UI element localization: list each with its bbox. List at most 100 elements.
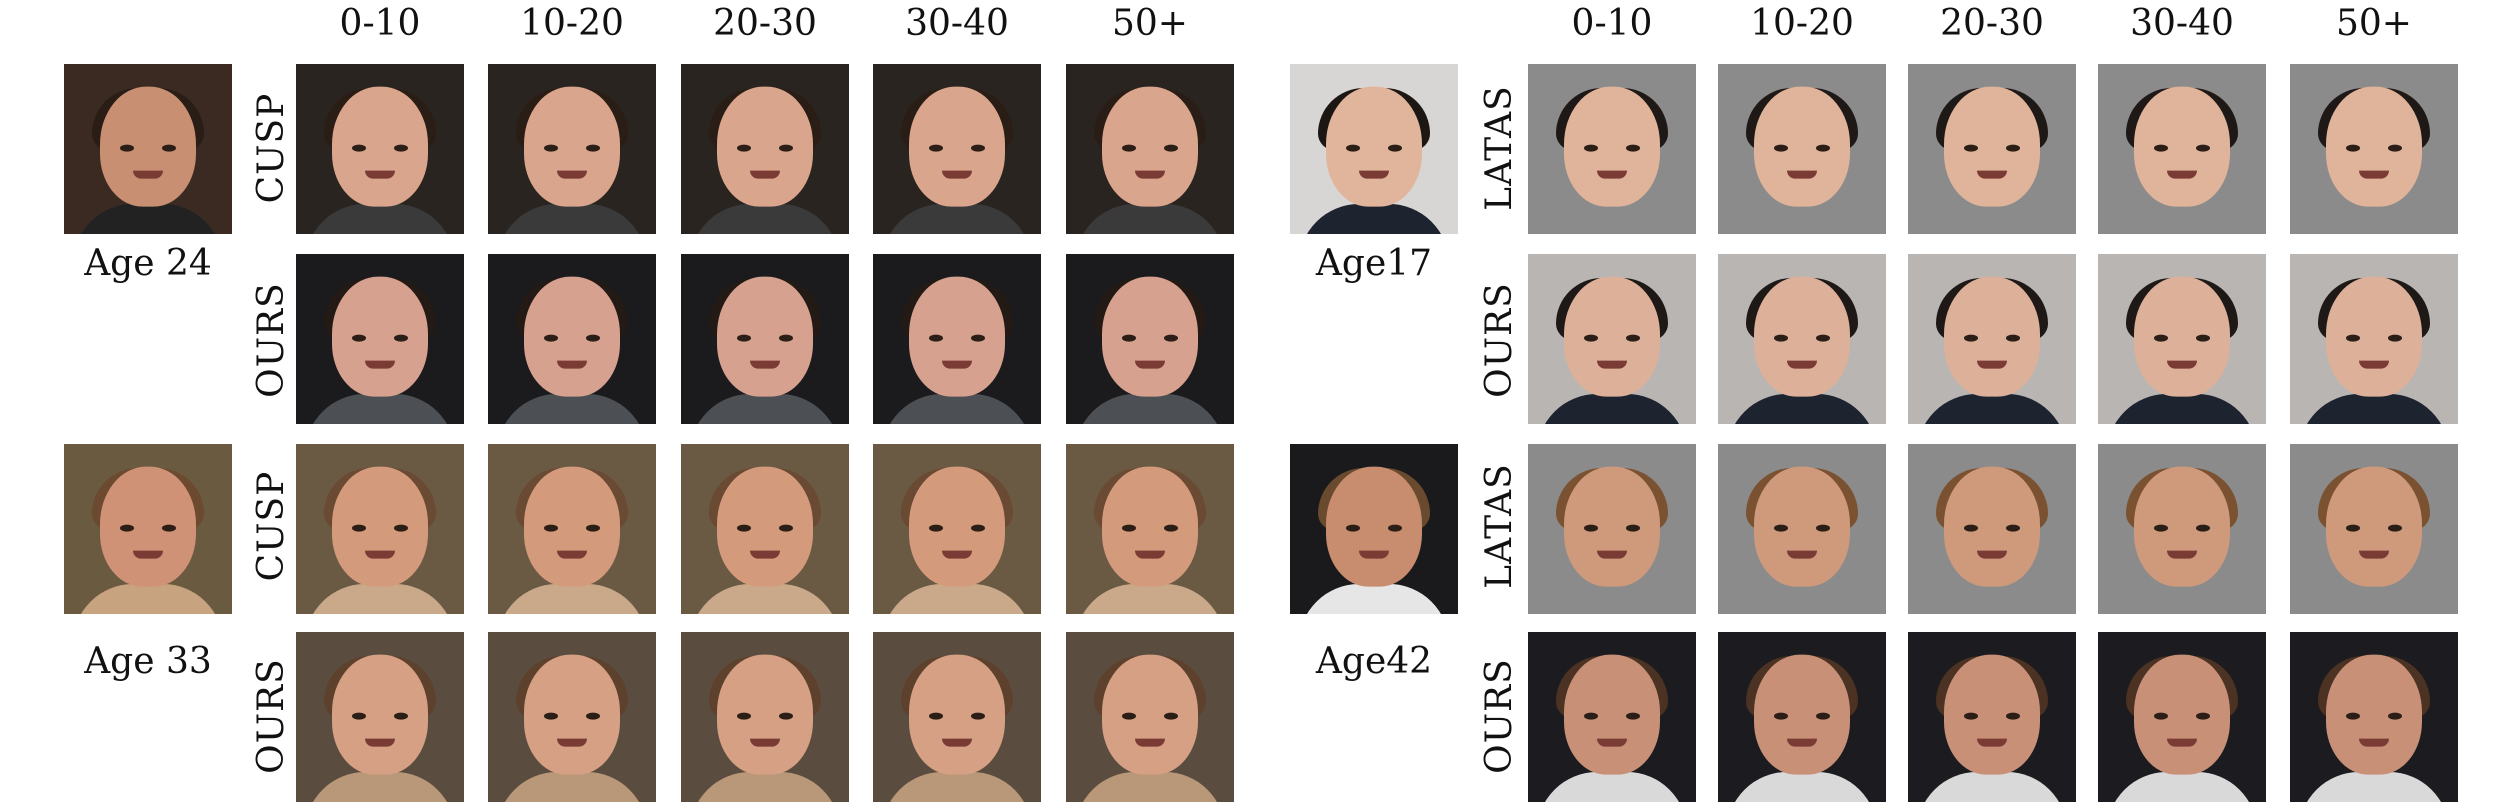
mouth <box>1787 550 1817 559</box>
eyes <box>2154 712 2210 720</box>
shoulders <box>305 204 455 234</box>
face <box>1102 466 1198 587</box>
eyes <box>544 712 600 720</box>
face <box>1326 86 1422 207</box>
aged-face-image <box>681 64 849 234</box>
eyes <box>2154 334 2210 342</box>
aged-face-image <box>1066 632 1234 802</box>
input-face-image <box>1290 64 1458 234</box>
eyes <box>1346 144 1402 152</box>
face <box>2134 276 2230 397</box>
eyes <box>1584 524 1640 532</box>
shoulders <box>2299 204 2449 234</box>
mouth <box>1135 170 1165 179</box>
mouth <box>133 550 163 559</box>
shoulders <box>882 584 1032 614</box>
eyes <box>1774 144 1830 152</box>
column-header: 0-10 <box>1571 3 1653 44</box>
mouth <box>2167 170 2197 179</box>
aged-face-image <box>2290 632 2458 802</box>
mouth <box>750 170 780 179</box>
mouth <box>1359 170 1389 179</box>
face <box>717 86 813 207</box>
mouth <box>1787 360 1817 369</box>
mouth <box>942 170 972 179</box>
aged-face-image <box>2290 64 2458 234</box>
eyes <box>1122 712 1178 720</box>
eyes <box>352 144 408 152</box>
eyes <box>2346 712 2402 720</box>
mouth <box>1977 550 2007 559</box>
shoulders <box>1299 204 1449 234</box>
mouth <box>557 170 587 179</box>
shoulders <box>2107 584 2257 614</box>
eyes <box>929 334 985 342</box>
eyes <box>352 712 408 720</box>
column-header: 50+ <box>1112 3 1188 44</box>
mouth <box>2359 170 2389 179</box>
shoulders <box>497 772 647 802</box>
aged-face-image <box>488 632 656 802</box>
face <box>909 466 1005 587</box>
face <box>332 86 428 207</box>
row-method-label: LATAS <box>1479 463 1520 589</box>
face <box>1564 466 1660 587</box>
eyes <box>544 524 600 532</box>
face <box>909 86 1005 207</box>
face <box>2134 86 2230 207</box>
aged-face-image <box>296 254 464 424</box>
row-method-label: OURS <box>251 658 292 774</box>
shoulders <box>1075 584 1225 614</box>
aged-face-image <box>1718 632 1886 802</box>
eyes <box>544 334 600 342</box>
mouth <box>1977 360 2007 369</box>
face <box>2326 86 2422 207</box>
eyes <box>2154 524 2210 532</box>
row-method-label: OURS <box>251 282 292 398</box>
face <box>2134 654 2230 775</box>
aged-face-image <box>681 632 849 802</box>
eyes <box>1122 524 1178 532</box>
face <box>1754 86 1850 207</box>
mouth <box>557 738 587 747</box>
aged-face-image <box>873 632 1041 802</box>
face <box>1754 276 1850 397</box>
eyes <box>1122 144 1178 152</box>
shoulders <box>1537 394 1687 424</box>
shoulders <box>2107 394 2257 424</box>
face <box>1102 86 1198 207</box>
mouth <box>2167 360 2197 369</box>
shoulders <box>305 584 455 614</box>
shoulders <box>2299 394 2449 424</box>
face <box>332 654 428 775</box>
eyes <box>120 524 176 532</box>
row-method-label: CUSP <box>251 470 292 582</box>
eyes <box>544 144 600 152</box>
face <box>524 276 620 397</box>
shoulders <box>690 394 840 424</box>
mouth <box>942 738 972 747</box>
face <box>717 276 813 397</box>
shoulders <box>882 394 1032 424</box>
aged-face-image <box>2098 444 2266 614</box>
aged-face-image <box>1718 444 1886 614</box>
mouth <box>365 738 395 747</box>
face <box>1944 86 2040 207</box>
mouth <box>2167 550 2197 559</box>
shoulders <box>1727 394 1877 424</box>
shoulders <box>1727 584 1877 614</box>
mouth <box>1597 360 1627 369</box>
row-method-label: OURS <box>1479 282 1520 398</box>
shoulders <box>497 394 647 424</box>
mouth <box>365 170 395 179</box>
face <box>1754 466 1850 587</box>
aged-face-image <box>1908 64 2076 234</box>
row-method-label: LATAS <box>1479 85 1520 211</box>
face <box>1564 276 1660 397</box>
mouth <box>365 360 395 369</box>
eyes <box>737 712 793 720</box>
face <box>1326 466 1422 587</box>
shoulders <box>1537 204 1687 234</box>
mouth <box>942 360 972 369</box>
aged-face-image <box>1528 444 1696 614</box>
